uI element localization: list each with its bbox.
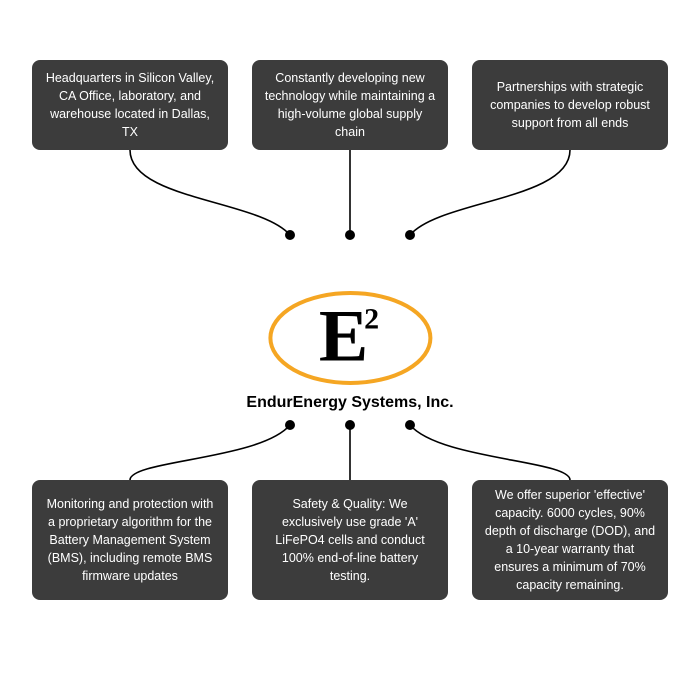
logo-e-letter: E	[319, 296, 366, 378]
box-top-left: Headquarters in Silicon Valley, CA Offic…	[32, 60, 228, 150]
box-top-right: Partnerships with strategic companies to…	[472, 60, 668, 150]
box-bottom-left: Monitoring and protection with a proprie…	[32, 480, 228, 600]
box-bottom-center: Safety & Quality: We exclusively use gra…	[252, 480, 448, 600]
logo: E2 EndurEnergy Systems, Inc.	[246, 288, 453, 412]
box-text: Monitoring and protection with a proprie…	[44, 495, 216, 586]
box-text: Headquarters in Silicon Valley, CA Offic…	[44, 69, 216, 142]
logo-ellipse: E2	[265, 288, 435, 388]
logo-superscript: 2	[364, 302, 379, 335]
box-top-center: Constantly developing new technology whi…	[252, 60, 448, 150]
box-text: Constantly developing new technology whi…	[264, 69, 436, 142]
company-name: EndurEnergy Systems, Inc.	[246, 394, 453, 412]
box-text: Partnerships with strategic companies to…	[484, 78, 656, 132]
logo-letter: E2	[319, 300, 381, 374]
box-text: We offer superior 'effective' capacity. …	[484, 486, 656, 595]
box-bottom-right: We offer superior 'effective' capacity. …	[472, 480, 668, 600]
box-text: Safety & Quality: We exclusively use gra…	[264, 495, 436, 586]
